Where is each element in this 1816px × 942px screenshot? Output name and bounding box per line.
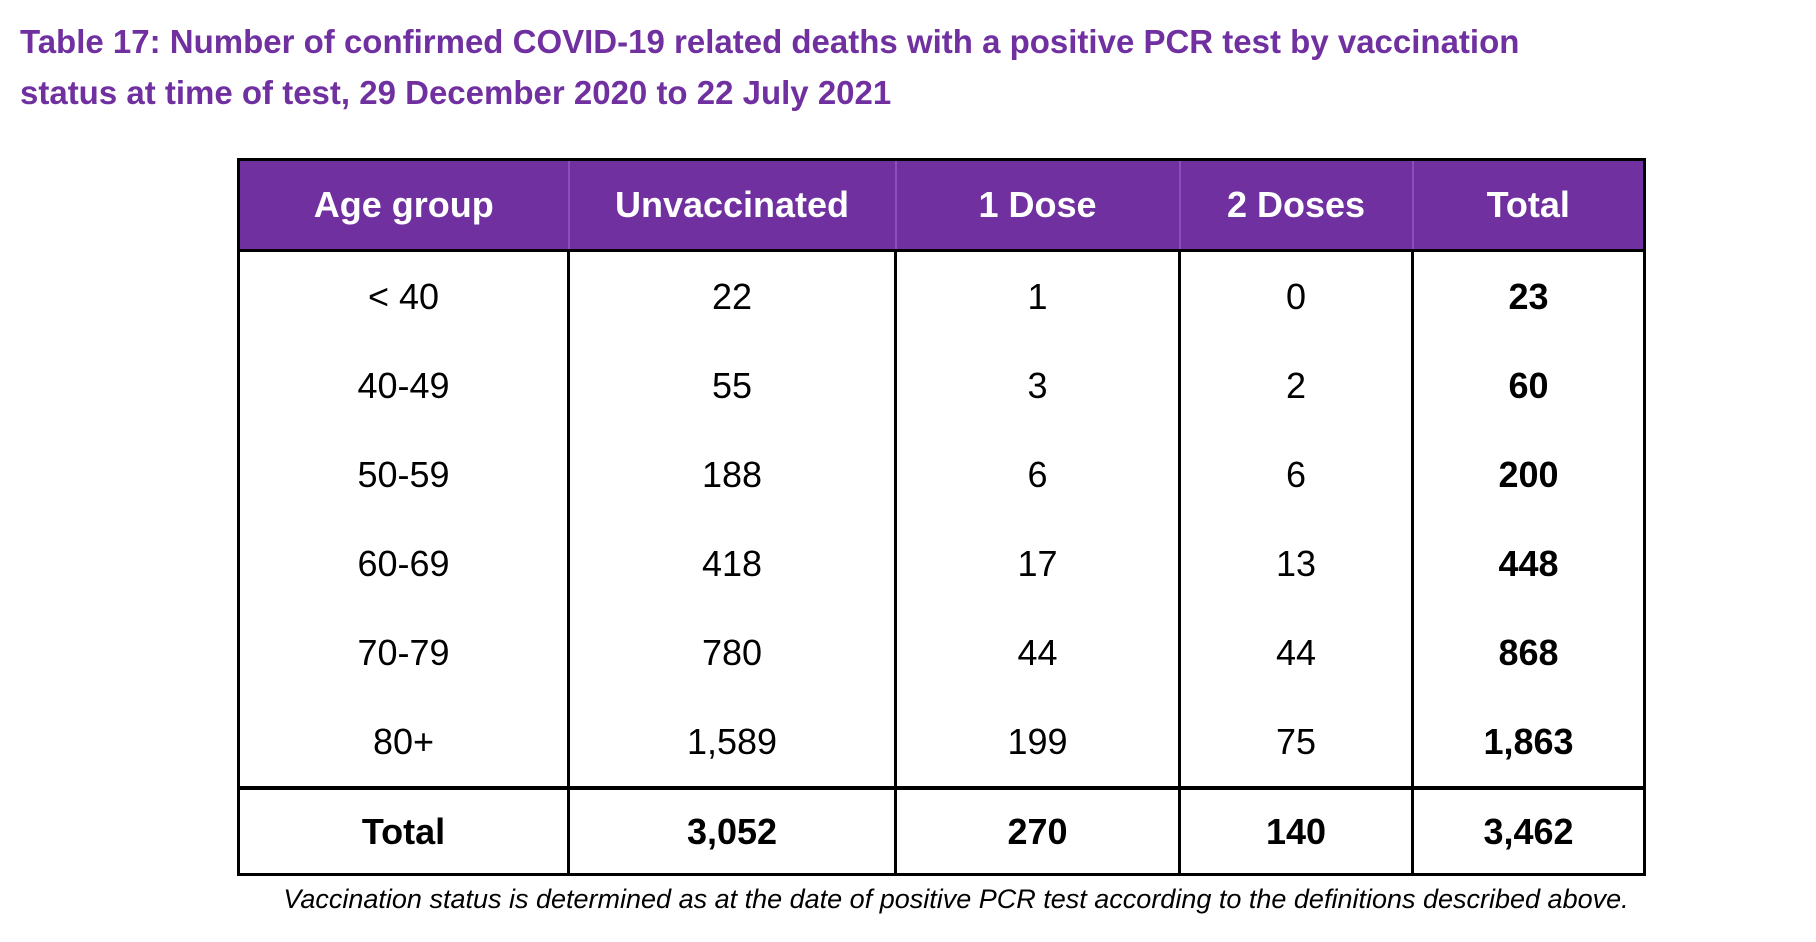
table-title: Table 17: Number of confirmed COVID-19 r…	[20, 23, 1520, 111]
table-cell: 23	[1411, 250, 1645, 341]
table-cell: 1,863	[1411, 697, 1645, 788]
table-cell: 22	[567, 250, 896, 341]
row-label: 50-59	[238, 430, 569, 519]
header-cell-1-dose: 1 Dose	[894, 159, 1180, 252]
header-cell-age-group: Age group	[238, 159, 569, 252]
table-cell: 44	[894, 608, 1180, 697]
table-cell: 44	[1178, 608, 1413, 697]
table-row: < 40 22 1 0 23	[238, 250, 1645, 341]
table-cell: 1	[894, 250, 1180, 341]
total-cell: 270	[894, 786, 1180, 875]
table-cell: 2	[1178, 341, 1413, 430]
table-cell: 418	[567, 519, 896, 608]
total-cell: 140	[1178, 786, 1413, 875]
table-cell: 199	[894, 697, 1180, 788]
table-cell: 3	[894, 341, 1180, 430]
table-cell: 0	[1178, 250, 1413, 341]
table-cell: 868	[1411, 608, 1645, 697]
covid-deaths-table: Age group Unvaccinated 1 Dose 2 Doses To…	[237, 158, 1646, 876]
table-row: 50-59 188 6 6 200	[238, 430, 1645, 519]
row-label: 60-69	[238, 519, 569, 608]
table-row: 80+ 1,589 199 75 1,863	[238, 697, 1645, 788]
header-row: Age group Unvaccinated 1 Dose 2 Doses To…	[238, 159, 1645, 252]
total-row: Total 3,052 270 140 3,462	[238, 786, 1645, 875]
header-cell-unvaccinated: Unvaccinated	[567, 159, 896, 252]
total-cell: 3,462	[1411, 786, 1645, 875]
table-cell: 448	[1411, 519, 1645, 608]
table-footnote: Vaccination status is determined as at t…	[283, 884, 1629, 914]
table-row: 60-69 418 17 13 448	[238, 519, 1645, 608]
row-label: 40-49	[238, 341, 569, 430]
table-cell: 188	[567, 430, 896, 519]
total-cell: 3,052	[567, 786, 896, 875]
row-label: 80+	[238, 697, 569, 788]
table-cell: 17	[894, 519, 1180, 608]
total-row-label: Total	[238, 786, 569, 875]
table-cell: 780	[567, 608, 896, 697]
table-cell: 60	[1411, 341, 1645, 430]
table-cell: 6	[1178, 430, 1413, 519]
row-label: 70-79	[238, 608, 569, 697]
table-cell: 75	[1178, 697, 1413, 788]
table-cell: 6	[894, 430, 1180, 519]
table-row: 40-49 55 3 2 60	[238, 341, 1645, 430]
header-cell-2-doses: 2 Doses	[1178, 159, 1413, 252]
table-cell: 1,589	[567, 697, 896, 788]
table-cell: 13	[1178, 519, 1413, 608]
header-cell-total: Total	[1411, 159, 1645, 252]
table-row: 70-79 780 44 44 868	[238, 608, 1645, 697]
table-cell: 55	[567, 341, 896, 430]
table-cell: 200	[1411, 430, 1645, 519]
row-label: < 40	[238, 250, 569, 341]
